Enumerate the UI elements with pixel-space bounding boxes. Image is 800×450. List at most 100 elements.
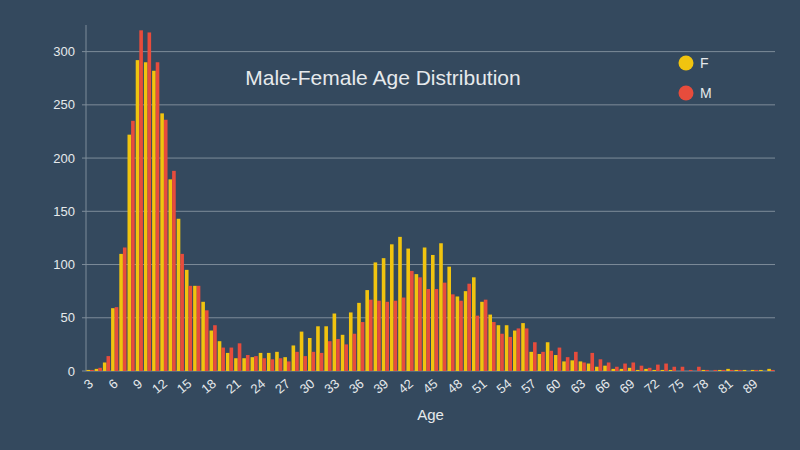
bar — [374, 262, 378, 371]
bar — [730, 370, 734, 371]
bar — [549, 351, 553, 371]
y-tick-label: 100 — [53, 257, 75, 272]
bar — [763, 371, 767, 372]
bar — [435, 289, 439, 371]
x-axis-label: Age — [417, 406, 444, 423]
bar — [349, 312, 353, 371]
x-tick-label: 18 — [198, 376, 219, 397]
bar — [746, 371, 750, 372]
y-tick-label: 200 — [53, 151, 75, 166]
bar — [210, 331, 214, 371]
x-tick-label: 36 — [346, 376, 367, 397]
bar — [398, 237, 402, 371]
bar — [558, 348, 562, 371]
bar — [631, 362, 635, 371]
bar — [410, 271, 414, 371]
bar — [246, 355, 250, 371]
bar — [607, 362, 611, 371]
bar — [218, 341, 222, 371]
bar — [595, 367, 599, 371]
bar — [283, 357, 287, 371]
bar — [574, 352, 578, 371]
x-tick-label: 54 — [494, 376, 515, 397]
legend-marker — [679, 86, 694, 101]
bar — [722, 370, 726, 371]
bar — [513, 331, 517, 371]
y-tick-label: 50 — [61, 310, 75, 325]
bar — [242, 358, 246, 371]
y-tick-label: 250 — [53, 97, 75, 112]
x-tick-label: 33 — [321, 376, 342, 397]
bar — [98, 368, 102, 371]
bar — [488, 315, 492, 371]
bar — [669, 370, 673, 371]
y-tick — [82, 51, 86, 52]
bar — [476, 316, 480, 371]
y-tick — [82, 104, 86, 105]
bar — [685, 371, 689, 372]
bar — [271, 359, 275, 371]
x-tick-label: 78 — [690, 376, 711, 397]
bar — [738, 370, 742, 371]
bar — [767, 369, 771, 371]
bar — [751, 370, 755, 371]
bar — [620, 369, 624, 371]
bar — [320, 353, 324, 371]
y-tick-label: 300 — [53, 44, 75, 59]
bar — [254, 356, 258, 371]
legend-label: F — [700, 55, 709, 71]
bar — [295, 352, 299, 371]
bar — [292, 345, 296, 371]
bar — [517, 328, 521, 371]
bar — [472, 277, 476, 371]
x-tick-label: 3 — [81, 376, 96, 392]
bar — [316, 326, 320, 371]
bar — [238, 343, 242, 371]
bar — [267, 353, 271, 371]
bar — [664, 364, 668, 371]
x-tick-label: 9 — [130, 376, 145, 392]
bar — [443, 283, 447, 371]
bar — [426, 289, 430, 371]
x-tick-label: 30 — [297, 376, 318, 397]
bar — [377, 301, 381, 371]
x-tick-label: 63 — [567, 376, 588, 397]
bar — [234, 358, 238, 371]
bar — [180, 254, 184, 371]
x-tick-label: 24 — [248, 376, 269, 397]
bar — [702, 370, 706, 371]
x-tick-label: 60 — [543, 376, 564, 397]
y-tick-label: 0 — [68, 364, 75, 379]
bar — [136, 60, 140, 371]
bar — [718, 370, 722, 371]
bar — [590, 353, 594, 371]
bar — [103, 362, 107, 371]
bar — [615, 367, 619, 371]
bar — [431, 255, 435, 371]
bar — [262, 358, 266, 371]
grid-line — [86, 211, 775, 212]
bar — [259, 353, 263, 371]
x-tick-label: 81 — [715, 376, 736, 397]
bar — [185, 270, 189, 371]
bar — [139, 30, 143, 371]
bar — [128, 135, 132, 371]
bar — [480, 302, 484, 371]
bar — [648, 368, 652, 371]
bar — [423, 248, 427, 371]
bar — [582, 362, 586, 371]
bar — [275, 352, 279, 371]
chart: 0501001502002503003691215182124273033363… — [0, 0, 800, 450]
x-tick-label: 72 — [641, 376, 662, 397]
bar — [333, 314, 337, 371]
bar — [541, 352, 545, 371]
y-tick — [82, 371, 86, 372]
x-tick-label: 21 — [223, 376, 244, 397]
y-tick — [82, 158, 86, 159]
bar — [193, 286, 197, 371]
x-tick-label: 42 — [395, 376, 416, 397]
bar — [300, 332, 304, 371]
x-tick-label: 45 — [420, 376, 441, 397]
y-tick-label: 150 — [53, 204, 75, 219]
bar — [546, 342, 550, 371]
